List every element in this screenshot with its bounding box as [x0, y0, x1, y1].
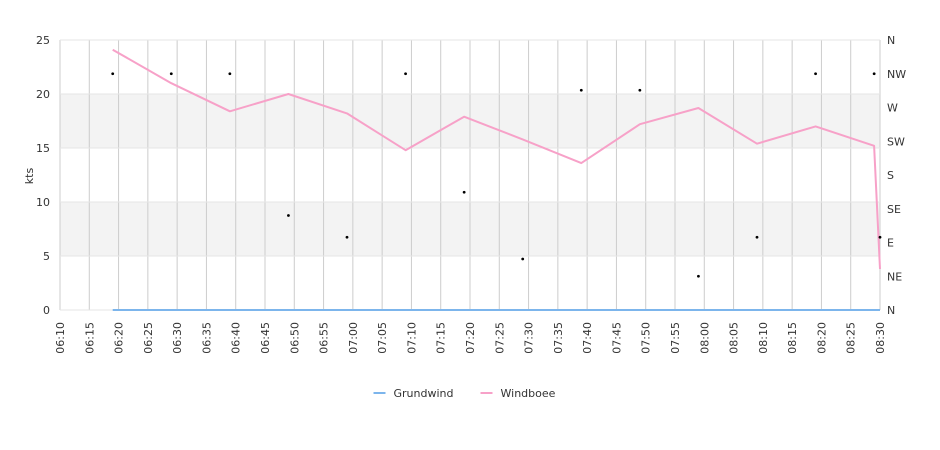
direction-marker	[814, 72, 817, 76]
x-tick-label: 06:30	[171, 322, 184, 354]
y-tick-label: 5	[43, 250, 50, 263]
x-tick-label: 07:30	[523, 322, 536, 354]
x-tick-label: 08:10	[757, 322, 770, 354]
direction-marker	[345, 235, 349, 239]
y-tick-label: 20	[36, 88, 50, 101]
direction-tick-label: NW	[887, 68, 906, 81]
direction-tick-label: W	[887, 102, 898, 115]
y-tick-label: 10	[36, 196, 50, 209]
x-tick-label: 08:05	[728, 322, 741, 354]
x-tick-label: 07:35	[552, 322, 565, 354]
direction-marker	[521, 257, 525, 261]
direction-marker	[697, 274, 700, 278]
series-lines	[112, 48, 881, 311]
y-axis-title: kts	[23, 168, 36, 185]
x-tick-label: 07:25	[493, 322, 506, 354]
direction-marker	[638, 88, 642, 92]
horizontal-gridlines	[60, 39, 880, 311]
direction-tick-label: SW	[887, 135, 905, 148]
x-tick-label: 06:35	[200, 322, 213, 354]
y-tick-label: 0	[43, 304, 50, 317]
x-tick-label: 06:50	[288, 322, 301, 354]
x-tick-label: 06:10	[54, 322, 67, 354]
x-tick-label: 07:15	[435, 322, 448, 354]
direction-marker	[111, 72, 115, 76]
direction-tick-label: S	[887, 169, 894, 182]
legend-label: Grundwind	[394, 387, 454, 400]
x-tick-label: 06:55	[318, 322, 331, 354]
direction-tick-label: N	[887, 34, 895, 47]
x-tick-label: 07:05	[376, 322, 389, 354]
direction-marker	[404, 72, 407, 76]
y-axis-ticks: 0 5 10 15 20 25	[36, 34, 50, 317]
x-tick-label: 08:30	[874, 322, 887, 354]
direction-marker	[228, 72, 232, 76]
x-tick-label: 08:25	[845, 322, 858, 354]
x-tick-label: 06:15	[83, 322, 96, 354]
direction-marker	[755, 235, 759, 239]
legend: Grundwind Windboee	[373, 387, 556, 400]
y-tick-label: 15	[36, 142, 50, 155]
x-tick-label: 06:25	[142, 322, 155, 354]
wind-direction-markers	[111, 72, 882, 278]
legend-label: Windboee	[501, 387, 556, 400]
series-line	[112, 48, 881, 270]
x-tick-label: 06:20	[113, 322, 126, 354]
x-tick-label: 07:50	[640, 322, 653, 354]
direction-marker	[579, 88, 583, 92]
y-tick-label: 25	[36, 34, 50, 47]
x-tick-label: 08:00	[698, 322, 711, 354]
direction-marker	[462, 190, 466, 194]
x-tick-label: 07:10	[405, 322, 418, 354]
x-tick-label: 07:20	[464, 322, 477, 354]
x-tick-label: 06:40	[230, 322, 243, 354]
x-tick-label: 07:40	[581, 322, 594, 354]
direction-marker	[878, 235, 882, 239]
x-tick-label: 08:20	[815, 322, 828, 354]
direction-marker	[872, 72, 876, 76]
x-tick-label: 07:45	[610, 322, 623, 354]
direction-marker	[169, 72, 173, 76]
vertical-gridlines	[59, 40, 881, 310]
x-tick-label: 08:15	[786, 322, 799, 354]
direction-marker	[287, 214, 290, 217]
x-tick-label: 07:55	[669, 322, 682, 354]
direction-tick-label: E	[887, 237, 894, 250]
direction-tick-label: NE	[887, 270, 902, 283]
direction-axis-ticks: N NE E SE S SW W NW N	[887, 34, 906, 317]
x-axis-ticks: 06:10 06:15 06:20 06:25 06:30 06:35 06:40 06:45…	[54, 322, 887, 354]
x-tick-label: 07:00	[347, 322, 360, 354]
x-tick-label: 06:45	[259, 322, 272, 354]
direction-tick-label: SE	[887, 203, 901, 216]
direction-tick-label: N	[887, 304, 895, 317]
